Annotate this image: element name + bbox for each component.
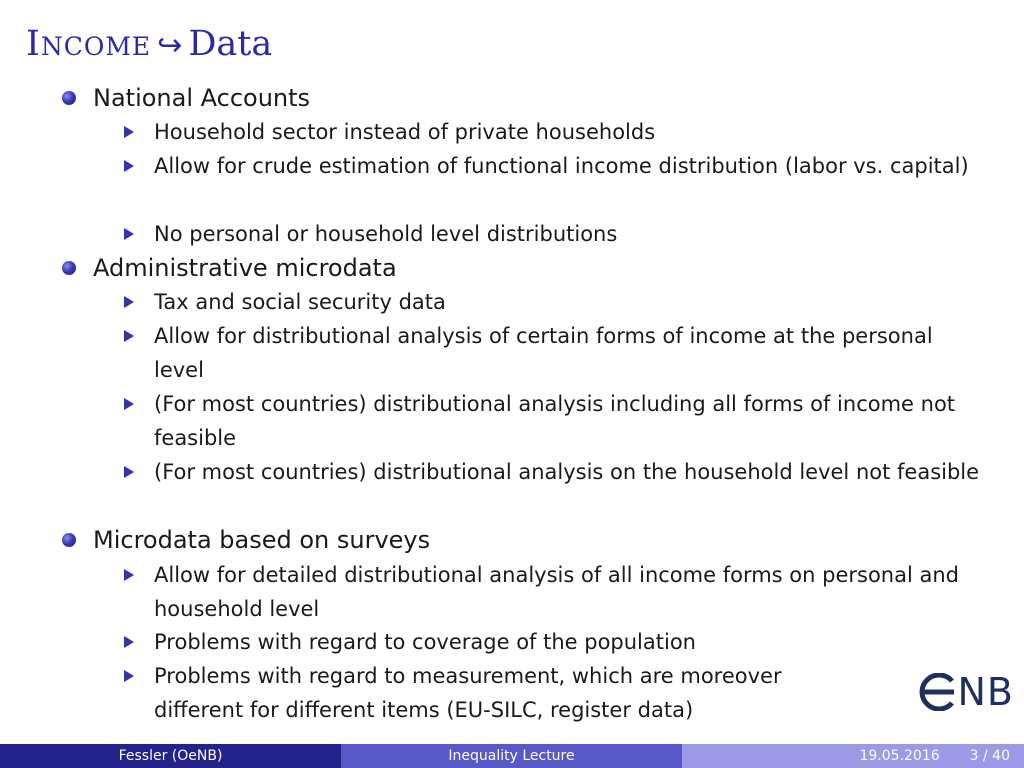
- triangle-bullet-icon: [124, 670, 134, 682]
- slide-title-part1: Income: [26, 24, 152, 64]
- triangle-bullet-icon: [124, 330, 134, 342]
- list-item: (For most countries) distributional anal…: [154, 460, 980, 484]
- footer-bar: Fessler (OeNB) Inequality Lecture 19.05.…: [0, 744, 1024, 768]
- footer-author: Fessler (OeNB): [0, 744, 341, 768]
- ball-bullet-icon: [62, 533, 76, 547]
- list-item: No personal or household level distribut…: [154, 222, 618, 246]
- section-heading: Microdata based on surveys: [93, 526, 431, 554]
- ball-bullet-icon: [62, 91, 76, 105]
- slide-title: Income ↪ Data: [26, 22, 272, 68]
- triangle-bullet-icon: [124, 636, 134, 648]
- list-item: Allow for crude estimation of functional…: [154, 154, 969, 178]
- page-number: 3 / 40: [969, 748, 1010, 764]
- list-item: Tax and social security data: [154, 290, 446, 314]
- footer-info: 19.05.2016 3 / 40: [682, 744, 1024, 768]
- triangle-bullet-icon: [124, 466, 134, 478]
- triangle-bullet-icon: [124, 126, 134, 138]
- list-item: (For most countries) distributional anal…: [154, 392, 956, 450]
- list-item: Allow for detailed distributional analys…: [154, 563, 959, 621]
- triangle-bullet-icon: [124, 569, 134, 581]
- list-item: Problems with regard to measurement, whi…: [154, 664, 782, 722]
- triangle-bullet-icon: [124, 228, 134, 240]
- footer-date: 19.05.2016: [859, 748, 940, 764]
- list-item: Household sector instead of private hous…: [154, 120, 656, 144]
- triangle-bullet-icon: [124, 398, 134, 410]
- onb-logo-text: NB: [957, 670, 1014, 714]
- onb-logo-symbol-icon: [919, 673, 954, 711]
- section-heading: Administrative microdata: [93, 254, 397, 282]
- footer-title: Inequality Lecture: [341, 744, 682, 768]
- list-item: Problems with regard to coverage of the …: [154, 630, 696, 654]
- list-item: Allow for distributional analysis of cer…: [154, 324, 933, 382]
- hook-arrow-icon: ↪: [157, 28, 183, 63]
- ball-bullet-icon: [62, 261, 76, 275]
- slide-title-part2: Data: [188, 24, 273, 64]
- triangle-bullet-icon: [124, 160, 134, 172]
- section-heading: National Accounts: [93, 84, 311, 112]
- onb-logo: NB: [914, 670, 1015, 714]
- triangle-bullet-icon: [124, 296, 134, 308]
